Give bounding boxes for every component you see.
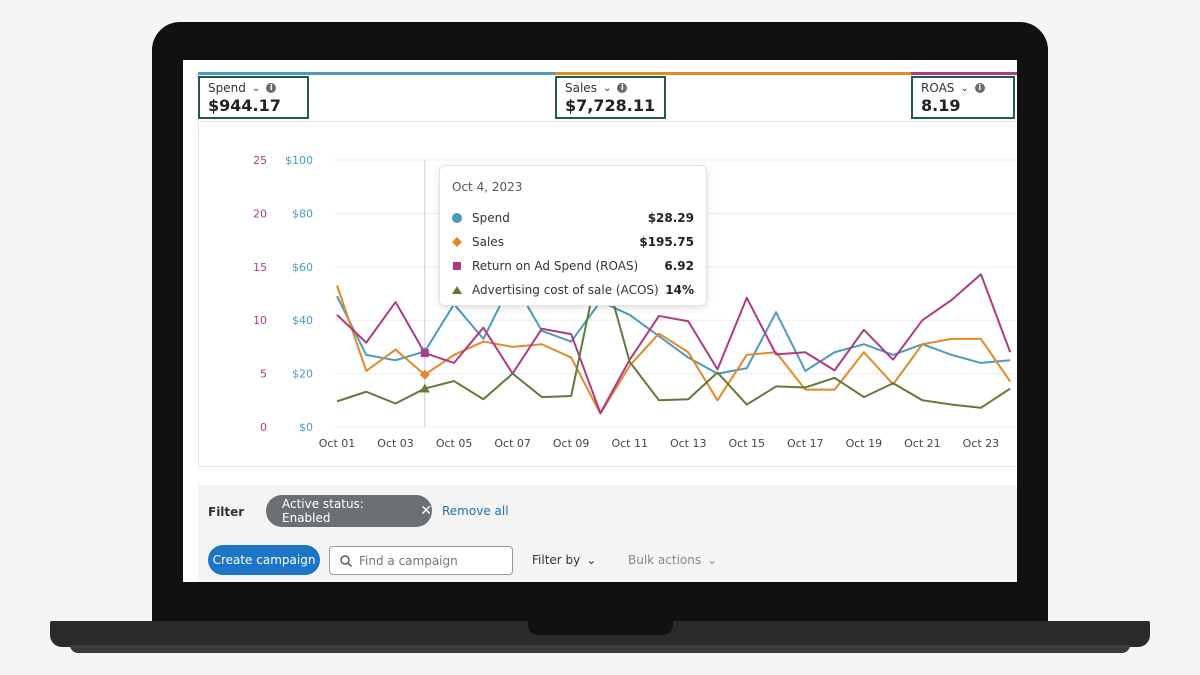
bulk-actions-dropdown[interactable]: Bulk actions ⌄ (628, 553, 717, 567)
search-input[interactable] (359, 553, 499, 568)
x-axis-tick: Oct 11 (611, 437, 648, 450)
series-line-sales (336, 285, 1012, 415)
sales-point-marker (419, 369, 430, 380)
chip-label: Active status: Enabled (282, 497, 364, 525)
square-marker-icon (453, 262, 461, 270)
tooltip-label: Return on Ad Spend (ROAS) (472, 259, 639, 273)
search-icon (340, 554, 352, 567)
acos-point-marker (419, 383, 430, 393)
x-axis-tick: Oct 15 (729, 437, 766, 450)
laptop-notch (528, 621, 673, 635)
spend-metric-bar (198, 72, 555, 75)
bulk-actions-label: Bulk actions (628, 553, 702, 567)
metric-name: ROAS (921, 81, 955, 95)
left-axis-tick: 15 (253, 261, 267, 274)
x-axis-tick: Oct 07 (494, 437, 531, 450)
info-icon[interactable]: i (617, 83, 628, 93)
info-icon[interactable]: i (266, 83, 277, 93)
metric-divider (198, 121, 1017, 122)
campaign-search[interactable] (329, 546, 513, 575)
x-axis-tick: Oct 17 (787, 437, 824, 450)
roas-metric-bar (911, 72, 1017, 75)
sales-metric-bar (555, 72, 911, 75)
close-icon[interactable]: ✕ (420, 503, 432, 519)
roas-point-marker (420, 349, 429, 358)
left-axis-tick: 0 (260, 421, 267, 434)
tooltip-value: 14% (665, 283, 694, 297)
roas-metric-tile[interactable]: ROAS ⌄ i 8.19 (911, 76, 1015, 119)
filter-toolbar: Filter Active status: Enabled ✕ Remove a… (198, 485, 1017, 582)
tooltip-value: 6.92 (664, 259, 694, 273)
x-axis-tick: Oct 19 (846, 437, 883, 450)
laptop-base-foot (70, 645, 1130, 653)
x-axis-tick: Oct 01 (319, 437, 356, 450)
create-campaign-button[interactable]: Create campaign (208, 545, 320, 575)
left-axis-tick: 25 (253, 154, 267, 167)
tooltip-row-roas: Return on Ad Spend (ROAS) 6.92 (452, 254, 694, 278)
chevron-down-icon: ⌄ (586, 553, 597, 567)
chevron-down-icon[interactable]: ⌄ (251, 82, 261, 94)
spend-metric-tile[interactable]: Spend ⌄ i $944.17 (198, 76, 309, 119)
right-axis-tick: $80 (292, 207, 313, 220)
triangle-marker-icon (452, 286, 462, 294)
right-axis-tick: $100 (285, 154, 313, 167)
metric-value: $944.17 (208, 96, 281, 115)
filter-by-dropdown[interactable]: Filter by ⌄ (532, 553, 596, 567)
metric-name: Sales (565, 81, 597, 95)
x-axis-tick: Oct 05 (436, 437, 473, 450)
chevron-down-icon[interactable]: ⌄ (602, 82, 612, 94)
info-icon[interactable]: i (974, 83, 985, 93)
series-line-acos (336, 255, 1011, 409)
right-axis-tick: $40 (292, 314, 313, 327)
tooltip-label: Advertising cost of sale (ACOS) (472, 283, 659, 297)
tooltip-row-sales: Sales $195.75 (452, 230, 694, 254)
left-axis-tick: 20 (253, 207, 267, 220)
right-axis-tick: $0 (299, 421, 313, 434)
x-axis-tick: Oct 09 (553, 437, 590, 450)
diamond-marker-icon (452, 237, 462, 247)
metric-name: Spend (208, 81, 246, 95)
series-line-roas (336, 273, 1012, 415)
x-axis-tick: Oct 03 (377, 437, 414, 450)
tooltip-label: Sales (472, 235, 504, 249)
tooltip-row-spend: Spend $28.29 (452, 206, 694, 230)
tooltip-date: Oct 4, 2023 (452, 180, 523, 194)
sales-metric-tile[interactable]: Sales ⌄ i $7,728.11 (555, 76, 666, 119)
tooltip-label: Spend (472, 211, 510, 225)
right-axis-tick: $20 (292, 368, 313, 381)
remove-all-link[interactable]: Remove all (442, 504, 509, 518)
metric-value: 8.19 (921, 96, 961, 115)
tooltip-value: $28.29 (647, 211, 694, 225)
filter-label: Filter (208, 505, 245, 519)
left-axis-tick: 10 (253, 314, 267, 327)
right-axis-tick: $60 (292, 261, 313, 274)
active-status-filter-chip[interactable]: Active status: Enabled ✕ (266, 495, 432, 527)
x-axis-tick: Oct 21 (904, 437, 941, 450)
left-axis-tick: 5 (260, 368, 267, 381)
metric-value: $7,728.11 (565, 96, 656, 115)
x-axis-tick: Oct 23 (963, 437, 1000, 450)
chart-tooltip: Oct 4, 2023 Spend $28.29 Sales $195.75 R… (439, 165, 707, 306)
chevron-down-icon: ⌄ (707, 553, 718, 567)
x-axis-tick: Oct 13 (670, 437, 707, 450)
tooltip-value: $195.75 (639, 235, 694, 249)
app-screen: Spend ⌄ i $944.17 Sales ⌄ i $7,728.11 ROAS ⌄ i… (183, 60, 1017, 582)
tooltip-row-acos: Advertising cost of sale (ACOS) 14% (452, 278, 694, 302)
chevron-down-icon[interactable]: ⌄ (960, 82, 969, 94)
filter-by-label: Filter by (532, 553, 581, 567)
circle-marker-icon (452, 213, 462, 223)
